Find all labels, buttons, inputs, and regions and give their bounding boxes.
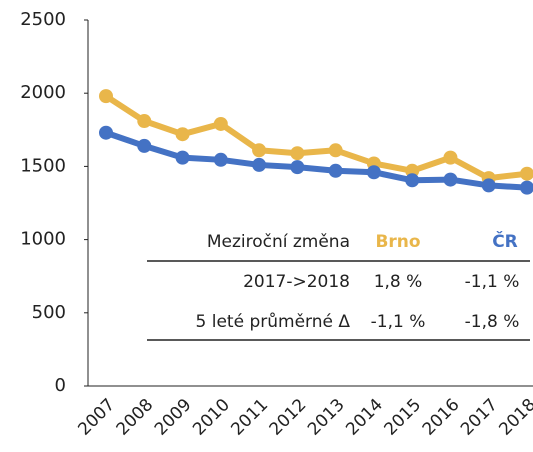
table-title: Meziroční změna: [207, 232, 350, 252]
y-tick-label: 500: [32, 302, 66, 323]
point: [443, 172, 458, 187]
x-tick-label: 2017: [457, 395, 502, 440]
x-tick-label: 2015: [381, 395, 426, 440]
x-tick-label: 2010: [189, 395, 234, 440]
x-tick-label: 2018: [495, 395, 533, 440]
table-header: Brno: [375, 232, 420, 252]
x-tick-label: 2014: [342, 395, 387, 440]
y-tick-label: 0: [55, 375, 66, 396]
point: [328, 163, 343, 178]
table-cell: 1,8 %: [374, 272, 423, 292]
point: [252, 143, 267, 158]
point: [328, 143, 343, 158]
point: [366, 165, 381, 180]
table-cell: -1,8 %: [465, 312, 520, 332]
y-tick-label: 2000: [20, 82, 66, 103]
y-tick-label: 1000: [20, 229, 66, 250]
point: [405, 173, 420, 188]
point: [520, 166, 533, 181]
point: [481, 178, 496, 193]
x-tick-label: 2011: [227, 395, 272, 440]
point: [175, 127, 190, 142]
x-tick-label: 2007: [74, 395, 119, 440]
point: [213, 152, 228, 167]
table-header: ČR: [492, 230, 518, 252]
point: [252, 157, 267, 172]
table-cell: 2017->2018: [243, 272, 350, 292]
x-tick-label: 2013: [304, 395, 349, 440]
point: [290, 160, 305, 175]
point: [443, 150, 458, 165]
series-line: [104, 93, 528, 182]
table-cell: -1,1 %: [465, 272, 520, 292]
point: [290, 146, 305, 161]
table-cell: 5 leté průměrné Δ: [196, 312, 351, 332]
point: [175, 150, 190, 165]
point: [137, 138, 152, 153]
series-line: [105, 129, 528, 191]
point: [213, 116, 228, 131]
table-cell: -1,1 %: [371, 312, 426, 332]
y-tick-label: 1500: [20, 155, 66, 176]
point: [137, 114, 152, 129]
point: [99, 89, 113, 104]
x-tick-label: 2009: [151, 395, 196, 440]
x-tick-label: 2008: [113, 395, 158, 440]
point: [99, 125, 113, 140]
point: [520, 180, 533, 195]
y-tick-label: 2500: [20, 9, 66, 30]
x-tick-label: 2012: [266, 395, 311, 440]
x-tick-label: 2016: [419, 395, 464, 440]
